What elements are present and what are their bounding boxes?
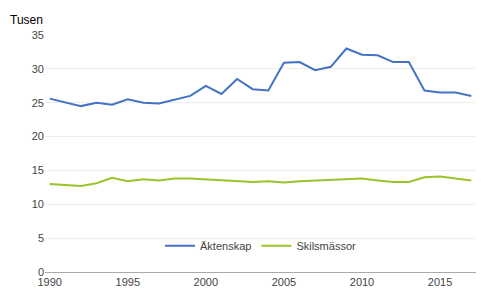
svg-text:0: 0 — [38, 266, 44, 278]
svg-text:30: 30 — [32, 63, 44, 75]
svg-text:15: 15 — [32, 164, 44, 176]
svg-text:35: 35 — [32, 29, 44, 41]
svg-text:20: 20 — [32, 130, 44, 142]
svg-text:1990: 1990 — [37, 276, 61, 288]
svg-text:Tusen: Tusen — [10, 13, 43, 27]
svg-text:Skilsmässor: Skilsmässor — [296, 240, 356, 252]
svg-text:2005: 2005 — [272, 276, 296, 288]
svg-text:2000: 2000 — [194, 276, 218, 288]
svg-text:25: 25 — [32, 97, 44, 109]
svg-text:10: 10 — [32, 198, 44, 210]
svg-text:1995: 1995 — [116, 276, 140, 288]
svg-text:Äktenskap: Äktenskap — [200, 240, 251, 252]
svg-text:2015: 2015 — [428, 276, 452, 288]
svg-text:5: 5 — [38, 232, 44, 244]
svg-text:2010: 2010 — [350, 276, 374, 288]
